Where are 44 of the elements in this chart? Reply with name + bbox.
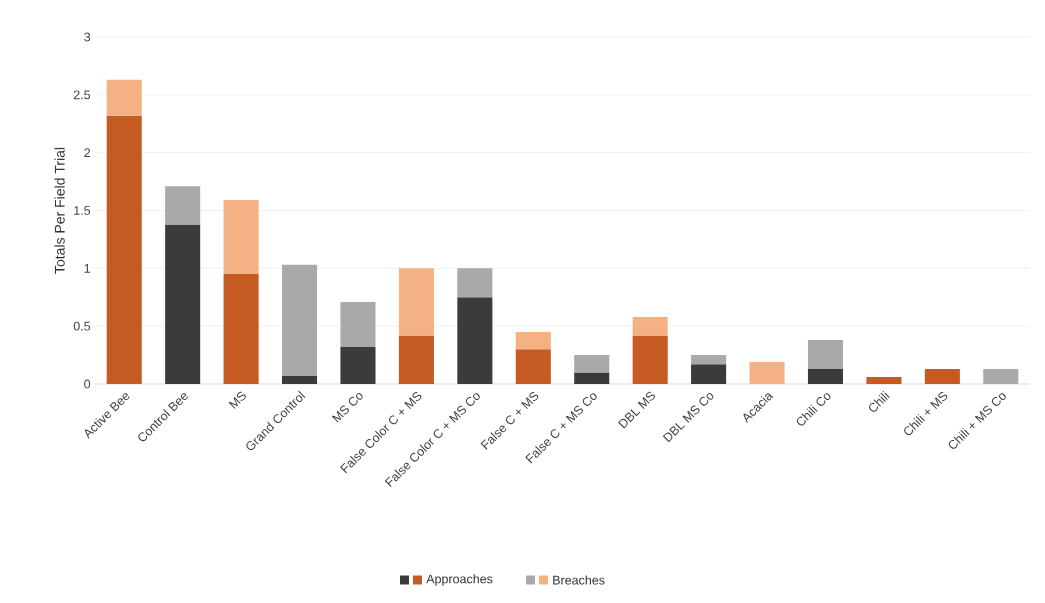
bar [807,368,844,384]
bar [632,316,668,336]
bar [106,79,142,116]
bar [983,368,1019,384]
x-tick-label: MS Co [331,393,363,423]
bar [223,200,259,275]
bar [282,375,318,384]
bar [866,377,902,384]
y-tick-label: 2.5 [73,90,91,100]
bar [574,372,610,384]
bar [223,274,259,384]
bar [924,368,960,384]
bar [106,115,142,384]
bar [340,301,376,347]
bar [398,268,434,336]
bar [515,331,551,350]
y-tick-label: 1 [84,264,91,273]
bar [749,362,785,384]
bar [691,355,727,365]
x-tick-label: MS [228,391,246,409]
bar [457,297,493,384]
bar [574,355,610,373]
x-tick-label: DBL MS Co [662,393,714,443]
bar [165,186,201,225]
bar [165,224,201,384]
bar [632,335,668,384]
y-axis-title: Totals Per Field Trial [54,147,65,274]
x-tick-label: Chili + MS [904,391,948,436]
y-tick-label: 1.5 [74,206,91,215]
bar [340,346,376,384]
bar [691,364,727,384]
y-tick-label: 0 [84,379,91,389]
bar [282,264,318,376]
bar [807,340,844,369]
bar [398,335,434,384]
y-tick-label: 2 [84,148,91,158]
bar [515,349,551,384]
y-tick-label: 3 [84,32,91,42]
y-tick-label: 0.5 [73,321,91,331]
x-tick-label: Chili [869,390,890,412]
legend-label: Breaches [553,575,605,585]
bar [457,268,493,298]
x-tick-label: DBL MS [618,391,655,429]
legend-label: Approaches [426,574,493,586]
